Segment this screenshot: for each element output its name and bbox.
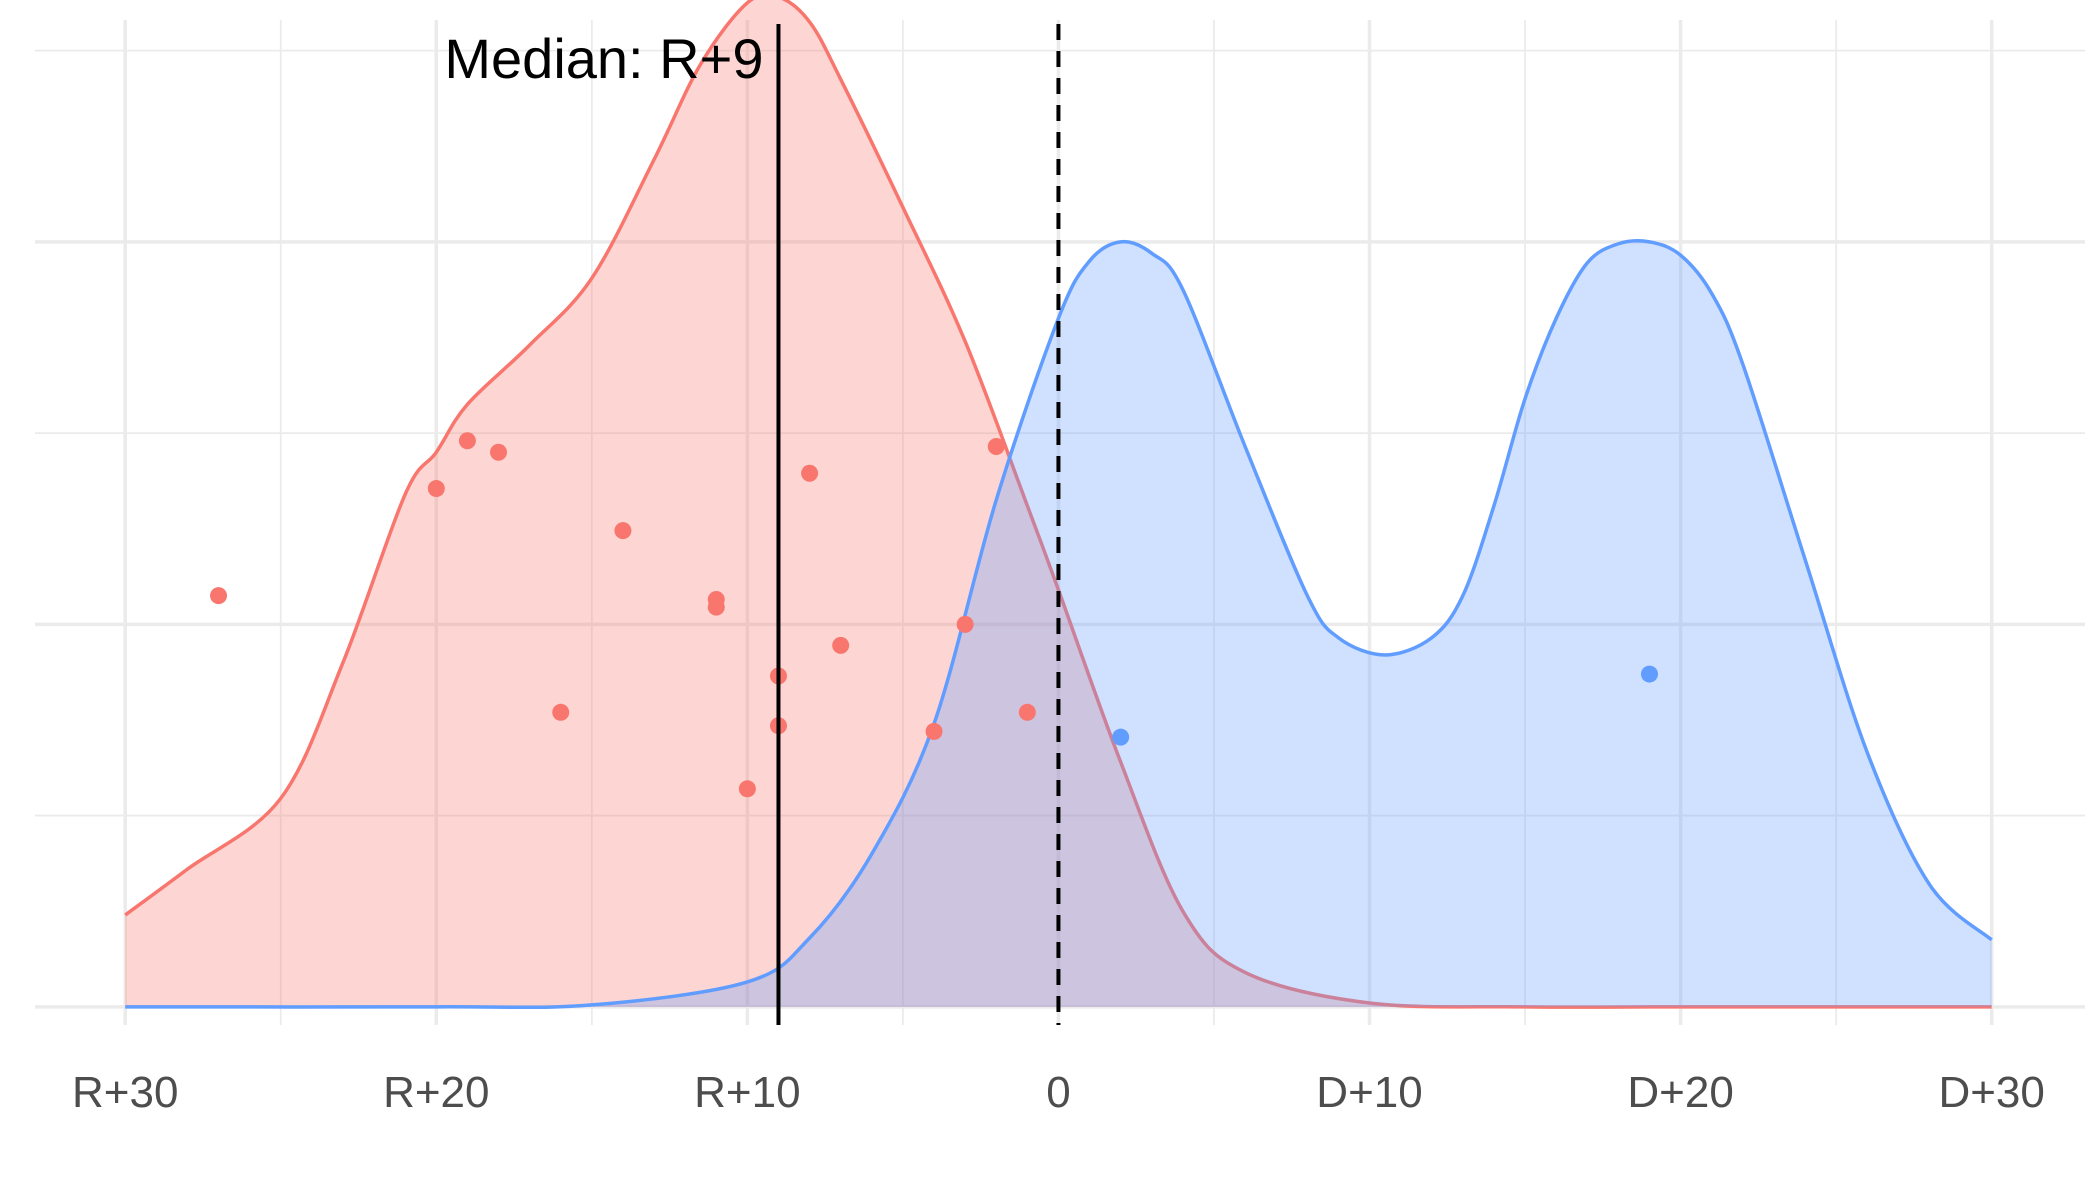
data-point-series-1 <box>987 437 1005 455</box>
x-tick-label: D+30 <box>1938 1068 2044 1117</box>
data-point-series-1 <box>832 636 850 654</box>
x-tick-label: D+20 <box>1627 1068 1733 1117</box>
data-point-series-1 <box>552 703 570 721</box>
data-point-series-2 <box>1112 728 1130 746</box>
density-area-series-1 <box>125 0 1992 1008</box>
data-point-series-1 <box>427 480 445 498</box>
axis-labels: R+30 R+20 R+10 0 D+10 D+20 D+30 <box>72 1068 2045 1117</box>
x-tick-label: R+30 <box>72 1068 178 1117</box>
data-point-series-1 <box>707 598 725 616</box>
data-point-series-1 <box>458 432 476 450</box>
data-point-series-1 <box>1018 703 1036 721</box>
reference-lines <box>776 24 1061 1025</box>
data-point-series-1 <box>925 722 943 740</box>
data-point-series-1 <box>210 587 228 605</box>
density-line-series-1 <box>124 0 1992 1009</box>
data-point-series-1 <box>738 780 756 798</box>
x-tick-label: R+10 <box>694 1068 800 1117</box>
data-point-series-1 <box>614 522 632 540</box>
data-point-series-1 <box>490 443 508 461</box>
data-point-series-2 <box>1640 665 1658 683</box>
x-tick-label: 0 <box>1046 1068 1070 1117</box>
data-point-series-1 <box>801 464 819 482</box>
median-annotation: Median: R+9 <box>444 27 763 90</box>
x-tick-label: D+10 <box>1316 1068 1422 1117</box>
data-point-series-1 <box>956 615 974 633</box>
x-tick-label: R+20 <box>383 1068 489 1117</box>
annotations: Median: R+9 <box>444 27 763 90</box>
data-points <box>210 432 1658 798</box>
density-line-series-2 <box>125 238 1993 1010</box>
